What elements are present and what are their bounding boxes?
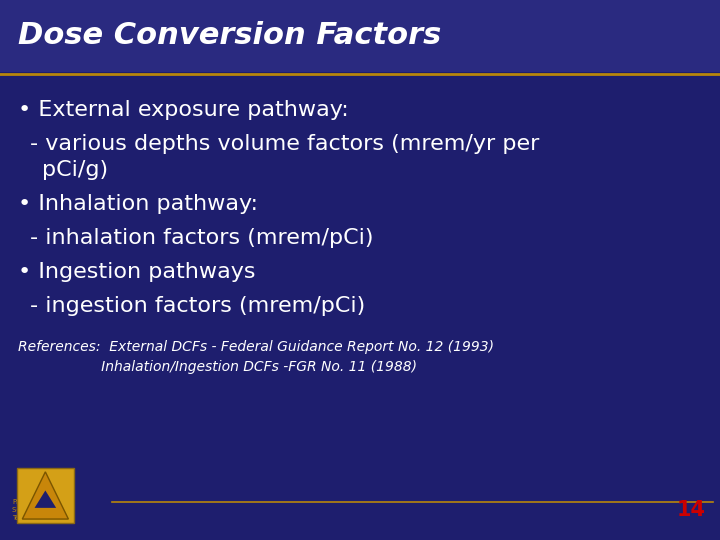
Text: • Inhalation pathway:: • Inhalation pathway:: [18, 194, 258, 214]
Text: • External exposure pathway:: • External exposure pathway:: [18, 100, 348, 120]
Bar: [0, 0, 720, 72]
Text: 14: 14: [677, 500, 706, 520]
Text: - inhalation factors (mrem/pCi): - inhalation factors (mrem/pCi): [30, 228, 374, 248]
Text: Pioneering
Science and
Technology: Pioneering Science and Technology: [12, 499, 55, 521]
Polygon shape: [35, 490, 56, 508]
Text: - ingestion factors (mrem/pCi): - ingestion factors (mrem/pCi): [30, 296, 365, 316]
Bar: [17, 468, 74, 523]
Text: • Ingestion pathways: • Ingestion pathways: [18, 262, 256, 282]
Text: - various depths volume factors (mrem/yr per: - various depths volume factors (mrem/yr…: [30, 134, 539, 154]
Text: References:  External DCFs - Federal Guidance Report No. 12 (1993): References: External DCFs - Federal Guid…: [18, 340, 494, 354]
Polygon shape: [22, 472, 68, 519]
Text: Inhalation/Ingestion DCFs -FGR No. 11 (1988): Inhalation/Ingestion DCFs -FGR No. 11 (1…: [18, 360, 417, 374]
Text: pCi/g): pCi/g): [42, 160, 108, 180]
Text: Dose Conversion Factors: Dose Conversion Factors: [18, 22, 441, 51]
